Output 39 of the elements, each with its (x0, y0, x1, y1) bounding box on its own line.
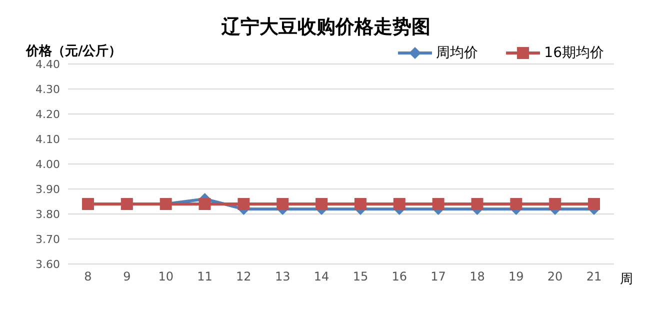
point (393, 198, 406, 210)
y-tick-label: 3.90 (36, 182, 60, 196)
x-tick-label: 21 (586, 270, 602, 284)
point (198, 198, 211, 210)
point (471, 198, 484, 210)
y-tick-label: 4.30 (36, 82, 60, 96)
x-tick-label: 20 (547, 270, 563, 284)
point (316, 198, 328, 210)
y-tick-label: 4.00 (36, 158, 60, 171)
point (276, 198, 289, 210)
x-tick-label: 9 (123, 270, 131, 284)
point (510, 198, 522, 210)
x-tick-label: 13 (274, 270, 290, 284)
x-tick-label: 10 (158, 270, 174, 284)
x-axis-title: 周 (620, 271, 633, 288)
y-tick-label: 4.20 (36, 108, 60, 121)
point (432, 198, 444, 210)
x-tick-label: 14 (314, 270, 330, 284)
legend-label: 周均价 (435, 44, 478, 62)
y-tick-label: 4.40 (36, 58, 60, 71)
point (588, 198, 600, 210)
y-tick-label: 3.70 (36, 232, 60, 246)
x-tick-label: 12 (236, 270, 252, 284)
chart-title: 辽宁大豆收购价格走势图 (220, 15, 432, 40)
x-tick-label: 15 (352, 270, 368, 284)
y-axis-title: 价格（元/公斤） (26, 42, 122, 60)
point (549, 198, 562, 210)
x-tick-label: 16 (392, 270, 408, 284)
point (354, 198, 366, 210)
x-tick-label: 19 (508, 270, 524, 284)
x-tick-label: 17 (430, 270, 446, 284)
x-tick-label: 11 (197, 270, 212, 284)
x-tick-label: 18 (470, 270, 485, 284)
legend-label: 16期均价 (543, 44, 604, 62)
y-tick-label: 3.60 (36, 258, 60, 271)
y-tick-label: 3.80 (36, 208, 60, 221)
point (238, 198, 250, 210)
y-tick-label: 4.10 (36, 132, 60, 146)
x-tick-label: 8 (84, 270, 92, 284)
